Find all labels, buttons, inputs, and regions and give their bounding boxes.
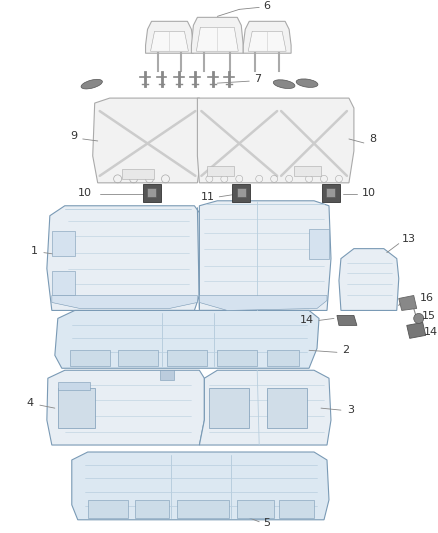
Polygon shape [279,500,314,518]
Polygon shape [199,370,331,445]
Text: 7: 7 [254,74,261,84]
Polygon shape [399,295,417,310]
Polygon shape [134,500,170,518]
Polygon shape [52,271,75,295]
Polygon shape [199,295,327,310]
Polygon shape [191,18,243,53]
Polygon shape [118,350,158,366]
Text: 14: 14 [424,327,438,337]
Text: 4: 4 [26,398,33,408]
Polygon shape [322,184,340,202]
Text: 3: 3 [347,405,354,415]
Text: 10: 10 [362,188,376,198]
Ellipse shape [273,80,295,88]
Polygon shape [142,184,160,202]
Text: 15: 15 [422,311,436,321]
Polygon shape [47,370,205,445]
Polygon shape [326,188,336,197]
Circle shape [414,313,424,324]
Text: 9: 9 [70,131,78,141]
Polygon shape [237,500,274,518]
Polygon shape [167,350,207,366]
Text: 6: 6 [264,2,271,11]
Polygon shape [339,248,399,310]
Polygon shape [72,452,329,520]
Polygon shape [93,98,205,183]
Polygon shape [47,206,199,310]
Polygon shape [145,21,194,53]
Text: 2: 2 [343,345,350,356]
Polygon shape [267,388,307,428]
Polygon shape [55,310,319,368]
Text: 11: 11 [200,192,214,202]
Polygon shape [309,229,329,259]
Polygon shape [267,350,299,366]
Polygon shape [209,388,249,428]
Polygon shape [407,322,426,338]
Polygon shape [147,188,156,197]
Ellipse shape [296,79,318,87]
Polygon shape [52,295,198,309]
Polygon shape [58,388,95,428]
Polygon shape [199,201,331,310]
Text: 16: 16 [420,294,434,303]
Polygon shape [232,184,250,202]
Polygon shape [337,316,357,325]
Text: 5: 5 [264,518,271,528]
Polygon shape [88,500,127,518]
Text: 13: 13 [402,233,416,244]
Polygon shape [198,98,354,183]
Polygon shape [237,188,246,197]
Polygon shape [243,21,291,53]
Polygon shape [207,166,234,176]
Polygon shape [122,169,154,179]
Ellipse shape [81,79,102,89]
Polygon shape [58,382,90,390]
Polygon shape [70,350,110,366]
Polygon shape [52,231,75,256]
Text: 14: 14 [300,316,314,326]
Polygon shape [294,166,321,176]
Polygon shape [159,370,174,380]
Polygon shape [151,31,188,51]
Text: 8: 8 [369,134,376,144]
Polygon shape [248,31,286,51]
Text: 10: 10 [78,188,92,198]
Polygon shape [217,350,257,366]
Text: 1: 1 [30,246,37,256]
Polygon shape [196,27,238,51]
Polygon shape [177,500,229,518]
